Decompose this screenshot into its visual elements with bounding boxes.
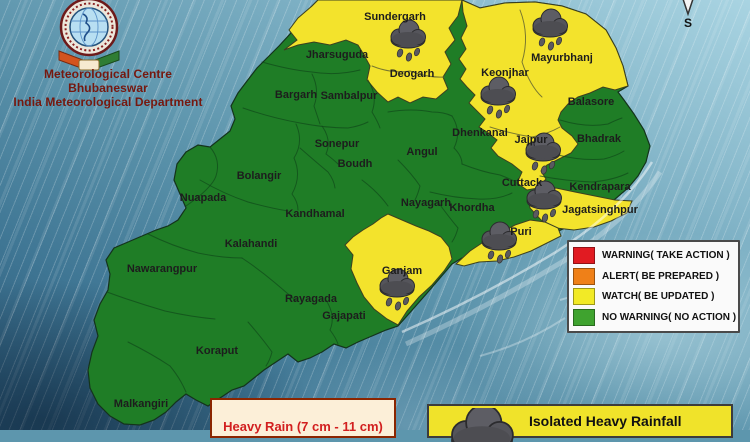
legend-swatch-watch bbox=[573, 288, 595, 306]
district-label-malkangiri: Malkangiri bbox=[114, 398, 168, 410]
legend-swatch-alert bbox=[573, 267, 595, 285]
district-label-kandhamal: Kandhamal bbox=[285, 208, 344, 220]
legend-swatch-no_warning bbox=[573, 308, 595, 326]
compass-south-label: S bbox=[684, 16, 692, 30]
district-label-bhadrak: Bhadrak bbox=[577, 133, 622, 145]
compass-south-indicator: S bbox=[682, 0, 694, 30]
legend-item-watch: WATCH( BE UPDATED ) bbox=[573, 288, 734, 306]
heavy-rain-note-box: Heavy Rain (7 cm - 11 cm) bbox=[210, 398, 396, 438]
district-label-nayagarh: Nayagarh bbox=[401, 197, 451, 209]
isolated-cloud-slot bbox=[429, 406, 529, 442]
org-title: Meteorological Centre Bhubaneswar India … bbox=[4, 67, 212, 109]
odisha-district-warning-map: S Sundergarh Jharsuguda Deogarh KeonjharMay… bbox=[58, 0, 694, 426]
district-label-puri: Puri bbox=[510, 226, 531, 238]
legend-item-warning: WARNING( TAKE ACTION ) bbox=[573, 247, 734, 265]
district-label-jagatsinghpur: Jagatsinghpur bbox=[562, 204, 639, 216]
district-label-cuttack: Cuttack bbox=[502, 177, 543, 189]
district-label-sundergarh: Sundergarh bbox=[364, 11, 426, 23]
legend-swatch-warning bbox=[573, 247, 595, 265]
legend-item-alert: ALERT( BE PREPARED ) bbox=[573, 267, 734, 285]
district-label-kendrapara: Kendrapara bbox=[569, 181, 631, 193]
district-borders-in-watch bbox=[371, 9, 561, 138]
district-label-layer: Sundergarh Jharsuguda Deogarh KeonjharMayur… bbox=[114, 11, 639, 410]
org-title-line2: India Meteorological Department bbox=[13, 95, 203, 109]
district-label-dhenkanal: Dhenkanal bbox=[452, 127, 508, 139]
district-label-nuapada: Nuapada bbox=[180, 192, 227, 204]
district-label-sambalpur: Sambalpur bbox=[321, 90, 379, 102]
heavy-rain-note-text: Heavy Rain (7 cm - 11 cm) bbox=[223, 419, 383, 434]
org-title-line1: Meteorological Centre Bhubaneswar bbox=[43, 67, 173, 95]
legend-label-watch: WATCH( BE UPDATED ) bbox=[602, 291, 715, 303]
imd-logo bbox=[58, 0, 120, 71]
district-label-bolangir: Bolangir bbox=[237, 170, 282, 182]
legend-item-no_warning: NO WARNING( NO ACTION ) bbox=[573, 308, 737, 326]
district-label-nawarangpur: Nawarangpur bbox=[127, 263, 198, 275]
rain-cloud-icon bbox=[451, 408, 514, 442]
district-label-keonjhar: Keonjhar bbox=[481, 67, 529, 79]
district-label-sonepur: Sonepur bbox=[315, 138, 360, 150]
watch-region-keonjhar-mayurbhanj-jajpur bbox=[458, 0, 629, 191]
district-label-bargarh: Bargarh bbox=[275, 89, 317, 101]
district-label-jharsuguda: Jharsuguda bbox=[306, 49, 369, 61]
district-label-koraput: Koraput bbox=[196, 345, 239, 357]
district-label-khordha: Khordha bbox=[449, 202, 495, 214]
legend-label-warning: WARNING( TAKE ACTION ) bbox=[602, 250, 730, 262]
legend-label-no_warning: NO WARNING( NO ACTION ) bbox=[602, 311, 737, 323]
district-label-angul: Angul bbox=[406, 146, 437, 158]
isolated-heavy-rainfall-label: Isolated Heavy Rainfall bbox=[529, 413, 682, 429]
district-label-balasore: Balasore bbox=[568, 96, 614, 108]
district-label-ganjam: Ganjam bbox=[382, 265, 423, 277]
district-label-boudh: Boudh bbox=[338, 158, 373, 170]
warning-legend: WARNING( TAKE ACTION ) ALERT( BE PREPARED… bbox=[567, 240, 740, 333]
district-label-mayurbhanj: Mayurbhanj bbox=[531, 52, 593, 64]
district-label-rayagada: Rayagada bbox=[285, 293, 338, 305]
district-label-jajpur: Jajpur bbox=[514, 134, 548, 146]
district-label-gajapati: Gajapati bbox=[322, 310, 365, 322]
district-label-deogarh: Deogarh bbox=[390, 68, 435, 80]
compass-star-icon bbox=[682, 0, 694, 17]
district-label-kalahandi: Kalahandi bbox=[225, 238, 278, 250]
district-borders bbox=[106, 61, 629, 393]
isolated-heavy-rainfall-box: Isolated Heavy Rainfall bbox=[427, 404, 733, 442]
legend-label-alert: ALERT( BE PREPARED ) bbox=[602, 270, 720, 282]
